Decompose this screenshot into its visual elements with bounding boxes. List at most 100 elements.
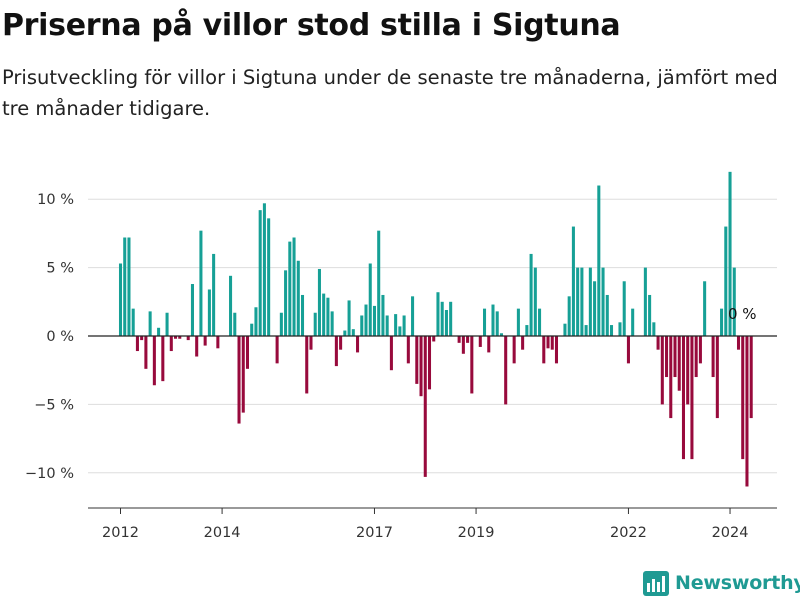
bar — [432, 336, 436, 342]
bar — [186, 336, 190, 341]
bar — [157, 327, 161, 336]
bar — [609, 325, 614, 336]
bar — [538, 308, 542, 336]
bar — [178, 336, 182, 339]
bar — [199, 230, 203, 336]
bar — [584, 325, 588, 336]
bar — [300, 294, 305, 336]
x-axis: 2012 2014 2017 2019 2022 2024 — [88, 507, 777, 541]
bar — [686, 336, 690, 405]
bar — [258, 210, 262, 336]
bar — [326, 297, 330, 336]
newsworthy-logo-icon — [643, 571, 669, 596]
bar — [461, 336, 465, 354]
bar — [165, 312, 169, 336]
bar — [245, 336, 250, 369]
bar — [411, 296, 415, 336]
x-tick-label: 2017 — [356, 525, 393, 541]
bar — [728, 171, 732, 336]
y-tick-label: 0 % — [46, 329, 74, 345]
bar — [512, 336, 516, 364]
y-tick-label: −10 % — [25, 466, 74, 482]
bar — [711, 336, 715, 378]
bar — [402, 315, 406, 336]
bar — [720, 308, 724, 336]
bar — [317, 268, 321, 336]
bar — [203, 336, 207, 346]
bar — [241, 336, 245, 413]
bar — [724, 226, 728, 336]
bar — [491, 304, 495, 336]
bar — [597, 185, 601, 336]
bar — [309, 336, 313, 350]
bar — [457, 336, 461, 343]
bar — [292, 237, 296, 336]
bar — [372, 305, 376, 336]
newsworthy-logo: Newsworthy — [643, 568, 800, 598]
bar — [576, 267, 580, 336]
bar-series — [118, 171, 753, 487]
bar — [148, 311, 152, 336]
bar — [347, 300, 351, 336]
bar — [385, 315, 389, 336]
bar — [673, 336, 677, 378]
bar — [626, 336, 630, 364]
bar — [571, 226, 575, 336]
chart-subtitle: Prisutveckling för villor i Sigtuna unde… — [2, 66, 778, 120]
bar — [550, 336, 554, 350]
bar — [542, 336, 546, 364]
bar — [677, 336, 681, 391]
bar — [533, 267, 537, 336]
bar — [495, 311, 499, 336]
bar — [351, 329, 355, 336]
bar — [483, 308, 487, 336]
bar — [449, 301, 453, 336]
newsworthy-logo-text: Newsworthy — [675, 572, 800, 594]
bar — [554, 336, 559, 364]
bar — [368, 263, 372, 336]
y-tick-label: 5 % — [46, 261, 74, 277]
bar — [284, 270, 288, 336]
bar — [377, 230, 381, 336]
bar — [415, 336, 419, 384]
bar — [567, 296, 571, 336]
bar — [516, 308, 520, 336]
bar — [250, 323, 254, 336]
bar — [665, 336, 669, 378]
bar — [643, 267, 647, 336]
bar — [118, 263, 123, 336]
bar — [212, 253, 216, 336]
bar — [466, 336, 470, 343]
bar — [470, 336, 474, 394]
bar — [732, 267, 736, 336]
bar — [741, 336, 745, 460]
bar — [631, 308, 635, 336]
x-tick-label: 2012 — [102, 525, 139, 541]
bar — [288, 241, 292, 336]
bar — [736, 336, 741, 350]
bar — [296, 260, 300, 336]
bar — [275, 336, 279, 364]
bar — [588, 267, 592, 336]
bar — [622, 281, 626, 336]
bar — [131, 308, 135, 336]
bar — [652, 322, 656, 336]
bar — [267, 218, 271, 336]
bar — [423, 336, 427, 477]
last-value-label: 0 % — [728, 305, 757, 323]
bar — [521, 336, 525, 350]
bar — [487, 336, 491, 353]
bar — [605, 294, 609, 336]
y-axis: 10 % 5 % 0 % −5 % −10 % — [25, 192, 74, 482]
bar — [174, 336, 178, 339]
chart-title: Priserna på villor stod stilla i Sigtuna — [2, 8, 621, 43]
bar — [694, 336, 698, 378]
y-tick-label: 10 % — [37, 192, 74, 208]
bar — [648, 294, 652, 336]
bar — [254, 307, 258, 336]
bar — [715, 336, 719, 419]
bar — [504, 336, 508, 405]
bar — [499, 333, 503, 336]
x-tick-label: 2019 — [458, 525, 495, 541]
bar — [406, 336, 410, 364]
